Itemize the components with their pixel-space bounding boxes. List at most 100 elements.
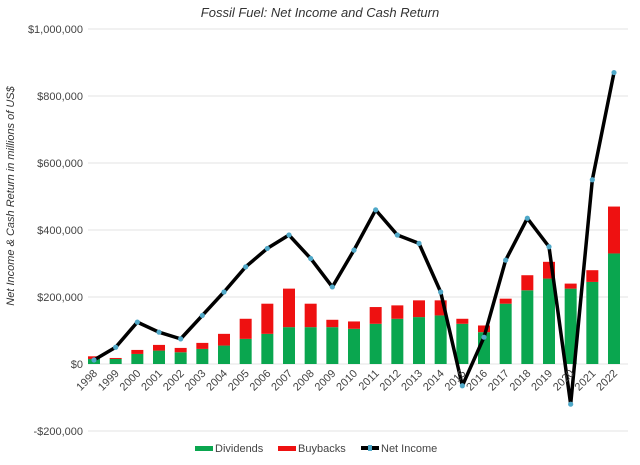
buybacks-bar [153,344,165,351]
net-income-marker [243,264,249,270]
x-tick-label: 1999 [96,368,122,394]
buybacks-bar [456,318,469,324]
legend-label: Dividends [215,443,264,455]
net-income-marker [438,289,444,295]
net-income-marker [199,312,205,319]
dividends-bar [196,348,209,364]
net-income-marker [351,247,357,253]
net-income-marker [221,289,227,295]
dividends-bar [239,338,252,364]
buybacks-bar [564,283,577,289]
net-income-marker [156,329,162,335]
dividends-bar [413,317,425,364]
x-tick-label: 2002 [161,368,187,394]
legend-swatch [195,446,213,451]
x-tick-label: 2009 [313,368,339,394]
x-tick-label: 2001 [139,368,165,394]
net-income-marker [524,215,530,221]
y-axis-ticks: $1,000,000 $800,000 $600,000 $400,000 $200,0… [28,24,83,438]
net-income-marker [589,177,595,183]
buybacks-bar [326,319,339,328]
y-tick-label: $200,000 [37,292,83,304]
buybacks-bar [261,303,274,334]
dividends-bar [218,345,230,364]
dividends-bar [348,328,360,364]
buybacks-bar [391,305,404,319]
y-tick-label: $400,000 [37,225,83,237]
net-income-marker [394,232,400,238]
buybacks-bar [586,270,599,282]
y-tick-label: $1,000,000 [28,24,83,36]
legend-label: Net Income [381,443,437,455]
net-income-marker [91,357,97,363]
dividends-bar [109,358,122,364]
buybacks-bar [369,307,382,324]
dividends-bar [174,352,187,364]
x-tick-label: 2003 [183,368,209,394]
buybacks-bar [521,275,534,291]
buybacks-bar [499,298,512,304]
x-tick-label: 2018 [508,368,534,394]
x-tick-label: 2010 [334,368,360,394]
net-income-marker [264,245,270,252]
x-tick-label: 2004 [204,368,230,394]
net-income-marker [134,319,140,325]
chart-title: Fossil Fuel: Net Income and Cash Return [201,5,439,20]
buybacks-bar [174,347,187,353]
x-tick-label: 2011 [357,368,382,393]
dividends-bar [456,323,469,364]
buybacks-bar [283,288,295,328]
x-tick-label: 2013 [399,368,425,394]
net-income-line [91,69,617,407]
net-income-marker [416,240,422,246]
x-tick-label: 2017 [486,368,512,394]
buybacks-bar [413,300,425,318]
y-tick-label: -$200,000 [33,426,83,438]
bars [88,206,620,364]
legend-swatch [278,446,296,451]
buybacks-bar [304,303,317,328]
buybacks-bar [478,325,490,333]
x-tick-label: 2012 [378,368,404,394]
dividends-bar [434,315,447,364]
net-income-marker [329,284,335,290]
dividends-bar [564,288,577,364]
dividends-bar [499,303,512,364]
x-tick-label: 2007 [269,368,295,394]
net-income-marker [481,334,487,340]
x-tick-label: 2022 [594,368,620,394]
y-tick-label: $600,000 [37,158,83,170]
dividends-bar [153,350,165,364]
x-tick-label: 2014 [421,368,447,394]
y-axis-label: Net Income & Cash Return in millions of … [5,85,17,305]
net-income-marker [286,232,292,238]
net-income-marker [308,255,314,262]
dividends-bar [283,327,295,364]
buybacks-bar [218,333,230,346]
net-income-marker [568,401,574,407]
dividends-bar [326,327,339,364]
net-income-marker [113,344,119,350]
buybacks-bar [131,349,144,354]
x-tick-label: 2005 [226,368,252,394]
legend: Dividends Buybacks Net Income [195,443,437,455]
x-tick-label: 2008 [291,368,317,394]
buybacks-bar [608,206,620,254]
dividends-bar [304,327,317,364]
buybacks-bar [239,318,252,339]
net-income-marker [178,336,184,342]
dividends-bar [586,281,599,364]
x-axis-ticks: 1998199920002001200220032004200520062007… [74,368,620,394]
x-tick-label: 2019 [529,368,555,394]
x-tick-label: 2021 [573,368,599,394]
dividends-bar [261,333,274,364]
net-income-marker [611,69,617,76]
x-tick-label: 2000 [118,368,144,394]
buybacks-bar [196,342,209,349]
dividends-bar [391,318,404,364]
x-tick-label: 2006 [248,368,274,394]
dividends-bar [521,290,534,364]
y-tick-label: $0 [71,359,83,371]
net-income-marker [373,207,379,213]
dividends-bar [369,323,382,364]
